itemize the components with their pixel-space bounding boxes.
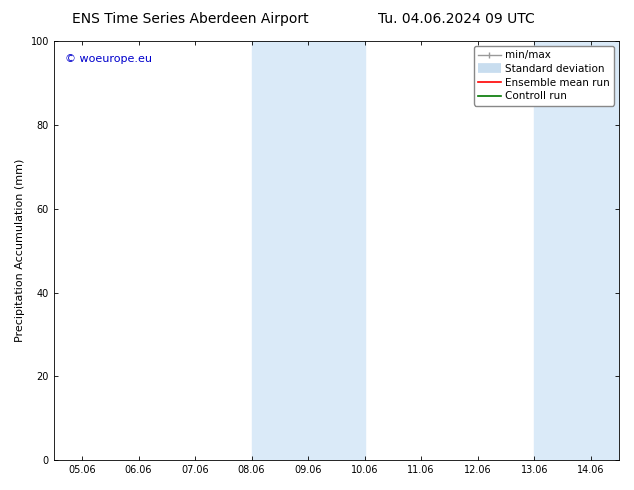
Text: Tu. 04.06.2024 09 UTC: Tu. 04.06.2024 09 UTC	[378, 12, 535, 26]
Text: ENS Time Series Aberdeen Airport: ENS Time Series Aberdeen Airport	[72, 12, 309, 26]
Y-axis label: Precipitation Accumulation (mm): Precipitation Accumulation (mm)	[15, 159, 25, 343]
Legend: min/max, Standard deviation, Ensemble mean run, Controll run: min/max, Standard deviation, Ensemble me…	[474, 46, 614, 105]
Bar	[252, 41, 365, 460]
Bar	[534, 41, 619, 460]
Text: © woeurope.eu: © woeurope.eu	[65, 53, 152, 64]
